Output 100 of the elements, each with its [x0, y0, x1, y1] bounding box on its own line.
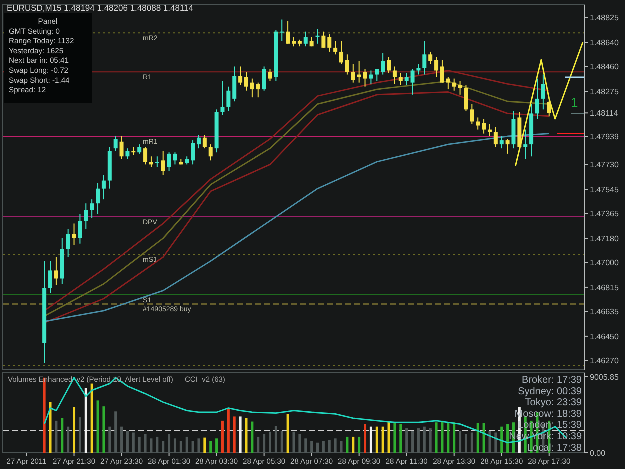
candlestick	[506, 138, 510, 154]
y-tick-label: 1.47365	[590, 209, 620, 218]
candlestick	[155, 156, 160, 168]
bar	[251, 422, 254, 453]
y-tick-label: 1.48825	[590, 14, 620, 23]
candlestick	[250, 78, 254, 98]
candlestick	[334, 40, 338, 56]
candlestick	[114, 136, 118, 152]
bar	[500, 426, 504, 453]
candlestick	[363, 68, 368, 88]
bar	[482, 423, 486, 453]
bar	[245, 418, 248, 453]
candlestick	[161, 150, 166, 176]
candlestick	[410, 68, 415, 96]
y-tick-label: 1.48460	[590, 62, 620, 72]
candlestick	[191, 140, 196, 166]
candlestick	[440, 60, 444, 84]
candlestick	[387, 56, 392, 74]
y-tick-label: 1.47545	[590, 185, 620, 194]
candlestick	[500, 136, 504, 150]
bar	[394, 423, 396, 453]
candlestick	[541, 74, 546, 110]
candlestick	[149, 156, 154, 168]
line-series	[515, 42, 584, 167]
candlestick	[404, 72, 409, 86]
candlestick	[488, 124, 492, 138]
y-tick-label: 1.48640	[590, 38, 620, 48]
annotation: Tokyo: 23:39	[525, 398, 582, 409]
bar	[102, 406, 106, 453]
bar	[239, 416, 242, 453]
candlestick	[398, 72, 403, 86]
bar	[435, 422, 438, 453]
candlestick	[345, 54, 350, 76]
bar	[447, 422, 450, 453]
y-tick-label: 1.46815	[590, 283, 620, 292]
candlestick	[96, 182, 100, 215]
bar	[352, 436, 355, 453]
candlestick	[102, 174, 106, 200]
candlestick	[144, 146, 148, 166]
candlestick	[244, 72, 248, 92]
bar	[96, 400, 100, 453]
candlestick	[232, 66, 237, 102]
candlestick	[357, 60, 362, 84]
y-tick-label: 1.47000	[590, 258, 620, 268]
candlestick	[126, 148, 130, 160]
bar	[441, 420, 444, 453]
y-tick-label: 1.47939	[590, 132, 620, 142]
candlestick	[196, 134, 201, 150]
candlestick	[220, 80, 225, 116]
candlestick	[381, 52, 386, 76]
bar	[204, 438, 206, 453]
candlestick	[392, 66, 397, 85]
candlestick	[138, 144, 142, 154]
candlestick	[547, 100, 552, 118]
candlestick	[482, 118, 486, 134]
bar	[382, 426, 384, 453]
candlestick	[262, 66, 266, 92]
candlestick	[458, 80, 462, 96]
candlestick	[328, 34, 332, 52]
bar	[346, 436, 349, 453]
chart-title: EURUSD,M15 1.48194 1.48206 1.48088 1.48114	[7, 3, 194, 13]
bar	[476, 423, 480, 453]
candlestick	[422, 40, 427, 76]
candlestick	[351, 64, 356, 84]
candlestick	[256, 82, 260, 98]
candlestick	[238, 66, 243, 86]
y-tick-label: 1.46635	[590, 307, 620, 316]
bar	[376, 426, 378, 453]
bar	[61, 418, 64, 453]
candlestick	[535, 78, 540, 120]
bar	[370, 426, 372, 453]
bar	[358, 436, 361, 453]
y-tick-label: 9005.85	[590, 372, 620, 382]
bar	[286, 414, 290, 453]
candlestick	[72, 223, 76, 246]
candlestick	[90, 199, 94, 219]
candlestick	[208, 144, 213, 162]
candlestick	[524, 129, 528, 160]
bar	[400, 424, 402, 453]
annotation: 1	[571, 95, 578, 110]
y-tick-label: 1.46450	[590, 332, 620, 342]
candlestick	[322, 31, 326, 48]
candlestick	[375, 68, 380, 82]
candlestick	[66, 228, 70, 258]
bar	[388, 422, 390, 453]
candlestick	[369, 70, 374, 85]
bar	[233, 416, 236, 453]
candlestick	[54, 256, 58, 286]
annotation: Sydney: 00:39	[518, 386, 582, 398]
y-tick-label: 1.47180	[590, 234, 620, 244]
candlestick	[268, 68, 272, 82]
candlestick	[494, 126, 498, 148]
candlestick	[428, 51, 433, 65]
y-tick-label: 1.46270	[590, 356, 620, 366]
bar	[221, 420, 224, 453]
bar	[84, 388, 88, 453]
candlestick	[434, 56, 439, 78]
bar	[453, 422, 456, 453]
y-tick-label: 1.48114	[590, 108, 619, 118]
y-tick-label: 1.48275	[590, 87, 620, 96]
